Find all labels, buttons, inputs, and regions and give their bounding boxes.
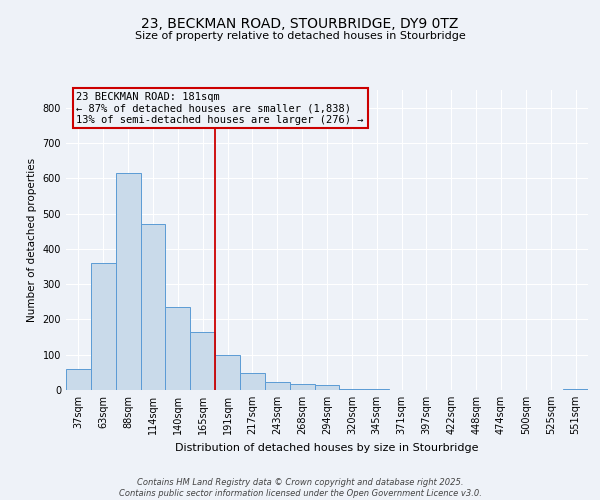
Bar bbox=[66, 369, 91, 390]
Bar bbox=[116, 173, 140, 390]
Bar bbox=[240, 374, 265, 390]
Bar bbox=[215, 356, 240, 390]
Bar bbox=[340, 388, 364, 390]
Bar bbox=[91, 263, 116, 390]
Text: 23, BECKMAN ROAD, STOURBRIDGE, DY9 0TZ: 23, BECKMAN ROAD, STOURBRIDGE, DY9 0TZ bbox=[142, 18, 458, 32]
Bar bbox=[140, 224, 166, 390]
Bar bbox=[265, 382, 290, 390]
X-axis label: Distribution of detached houses by size in Stourbridge: Distribution of detached houses by size … bbox=[175, 442, 479, 452]
Bar bbox=[563, 389, 588, 390]
Bar bbox=[314, 386, 340, 390]
Bar bbox=[166, 307, 190, 390]
Bar bbox=[290, 384, 314, 390]
Text: Contains HM Land Registry data © Crown copyright and database right 2025.
Contai: Contains HM Land Registry data © Crown c… bbox=[119, 478, 481, 498]
Y-axis label: Number of detached properties: Number of detached properties bbox=[27, 158, 37, 322]
Bar bbox=[190, 332, 215, 390]
Text: Size of property relative to detached houses in Stourbridge: Size of property relative to detached ho… bbox=[134, 31, 466, 41]
Text: 23 BECKMAN ROAD: 181sqm
← 87% of detached houses are smaller (1,838)
13% of semi: 23 BECKMAN ROAD: 181sqm ← 87% of detache… bbox=[76, 92, 364, 124]
